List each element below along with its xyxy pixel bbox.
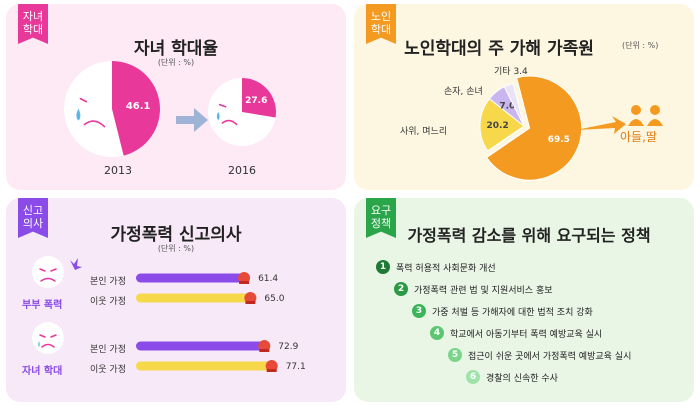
people-icon: [628, 105, 663, 126]
panel-title: 자녀 학대율: [133, 39, 219, 59]
tag-line-1: 자녀: [22, 10, 44, 23]
elder-abuse-pie: 69.5 20.2 7.0: [479, 75, 626, 181]
sad-mouth-icon: [221, 119, 238, 126]
group-label-child: 자녀 학대: [22, 366, 63, 377]
siren-base: [259, 349, 270, 352]
pie-slice-2016: [242, 78, 276, 118]
pie-slice-2013: [112, 61, 161, 156]
policy-text: 경찰의 신속한 수사: [486, 373, 558, 384]
bar-label: 본인 가정: [90, 345, 126, 355]
pie-slice: [486, 75, 583, 181]
policy-number: 4: [430, 326, 444, 340]
year-2016-label: 2016: [228, 164, 256, 177]
unit-label: (단위 : %): [622, 41, 659, 50]
bar-label: 이웃 가정: [90, 365, 126, 375]
bar-부부 폭력-이웃 가정: [136, 293, 251, 303]
spouse-face-icon: [32, 256, 82, 288]
child-abuse-rate-panel: 자녀 학대 자녀 학대율 (단위 : %) 46.1 27.6 2013 2016: [6, 4, 346, 190]
siren-base: [266, 369, 277, 372]
panel-title: 노인학대의 주 가해 가족원: [404, 39, 594, 59]
policy-item: 1 폭력 허용적 사회문화 개선: [376, 260, 496, 274]
group-label-spouse: 부부 폭력: [22, 300, 63, 311]
bar-value-label: 72.9: [278, 342, 298, 352]
policy-item: 3 가중 처벌 등 가해자에 대한 법적 조치 강화: [412, 304, 593, 318]
siren-base: [245, 301, 256, 304]
tag-line-2: 학대: [370, 23, 392, 36]
slice-label-inlaws: 사위, 며느리: [400, 127, 448, 137]
sad-eye-icon: [79, 97, 88, 103]
panel-title: 가정폭력 신고의사: [110, 225, 242, 245]
policy-text: 가중 처벌 등 가해자에 대한 법적 조치 강화: [432, 307, 593, 318]
siren-base: [239, 281, 250, 284]
policy-text: 학교에서 아동기부터 폭력 예방교육 실시: [450, 329, 603, 340]
pie-value-label: 27.6: [245, 96, 267, 106]
child-abuse-tag: 자녀 학대: [18, 4, 48, 44]
bar-자녀 학대-본인 가정: [136, 341, 265, 351]
pie-slice: [479, 98, 525, 152]
panel-title: 가정폭력 감소를 위해 요구되는 정책: [407, 226, 651, 245]
tag-line-1: 요구: [370, 204, 392, 217]
pie-value-label: 20.2: [487, 121, 509, 131]
tear-icon: [216, 111, 220, 121]
arrow-icon: [176, 108, 208, 132]
policy-tag: 요구 정책: [366, 198, 396, 238]
bar-value-label: 65.0: [264, 294, 284, 304]
tag-line-1: 노인: [370, 10, 392, 23]
pie-slice: [503, 82, 525, 127]
child-face-icon: [32, 322, 64, 354]
policy-item: 2 가정폭력 관련 법 및 지원서비스 홍보: [394, 282, 553, 296]
unit-label: (단위 : %): [157, 58, 195, 67]
policy-item: 4 학교에서 아동기부터 폭력 예방교육 실시: [430, 326, 602, 340]
report-tag: 신고 의사: [18, 198, 48, 238]
bar-label: 이웃 가정: [90, 297, 126, 307]
elder-abuse-tag: 노인 학대: [366, 4, 396, 44]
policy-text: 폭력 허용적 사회문화 개선: [396, 263, 496, 274]
person-icons: [626, 104, 666, 126]
policy-number: 3: [412, 304, 426, 318]
tag-line-1: 신고: [22, 204, 44, 217]
tag-line-2: 의사: [22, 217, 44, 230]
bar-value-label: 77.1: [286, 362, 306, 372]
policy-text: 가정폭력 관련 법 및 지원서비스 홍보: [414, 285, 553, 296]
unit-label: (단위 : %): [157, 244, 195, 253]
bar-label: 본인 가정: [90, 277, 126, 287]
children-label: 아들,딸: [620, 130, 657, 144]
policy-item: 6 경찰의 신속한 수사: [466, 370, 558, 384]
policy-number: 2: [394, 282, 408, 296]
report-bar-chart: 61.4 65.0 72.9 77.1: [32, 256, 306, 372]
tag-line-2: 정책: [370, 217, 392, 230]
policy-number: 1: [376, 260, 390, 274]
arrow-icon: [576, 116, 626, 134]
policy-item: 5 접근이 쉬운 곳에서 가정폭력 예방교육 실시: [448, 348, 631, 362]
elder-abuse-panel: 노인 학대 노인학대의 주 가해 가족원 (단위 : %) 69.5 20.2 7.…: [354, 4, 694, 190]
sad-eye-icon: [218, 103, 227, 108]
report-intention-panel: 신고 의사 가정폭력 신고의사 (단위 : %) 61.4 65.0 72.9 77.…: [6, 198, 346, 402]
policy-panel: 요구 정책 가정폭력 감소를 위해 요구되는 정책 1 폭력 허용적 사회문화 …: [354, 198, 694, 402]
sad-mouth-icon: [83, 120, 106, 128]
slice-label-other: 기타 3.4: [494, 64, 528, 77]
bar-부부 폭력-본인 가정: [136, 273, 245, 283]
child-abuse-pies: 46.1 27.6: [64, 61, 276, 157]
other-label: 기타: [494, 67, 511, 77]
bar-자녀 학대-이웃 가정: [136, 361, 272, 371]
slice-label-grandchildren: 손자, 손녀: [444, 87, 483, 97]
tear-icon: [76, 108, 81, 121]
pie-value-label: 69.5: [548, 135, 570, 145]
policy-text: 접근이 쉬운 곳에서 가정폭력 예방교육 실시: [468, 351, 632, 362]
other-value: 3.4: [513, 67, 528, 77]
year-2013-label: 2013: [104, 164, 132, 177]
pie-value-label: 7.0: [499, 102, 515, 112]
pie-value-label: 46.1: [126, 101, 151, 112]
policy-number: 5: [448, 348, 462, 362]
policy-number: 6: [466, 370, 480, 384]
tag-line-2: 학대: [22, 23, 44, 36]
bar-value-label: 61.4: [258, 274, 278, 284]
